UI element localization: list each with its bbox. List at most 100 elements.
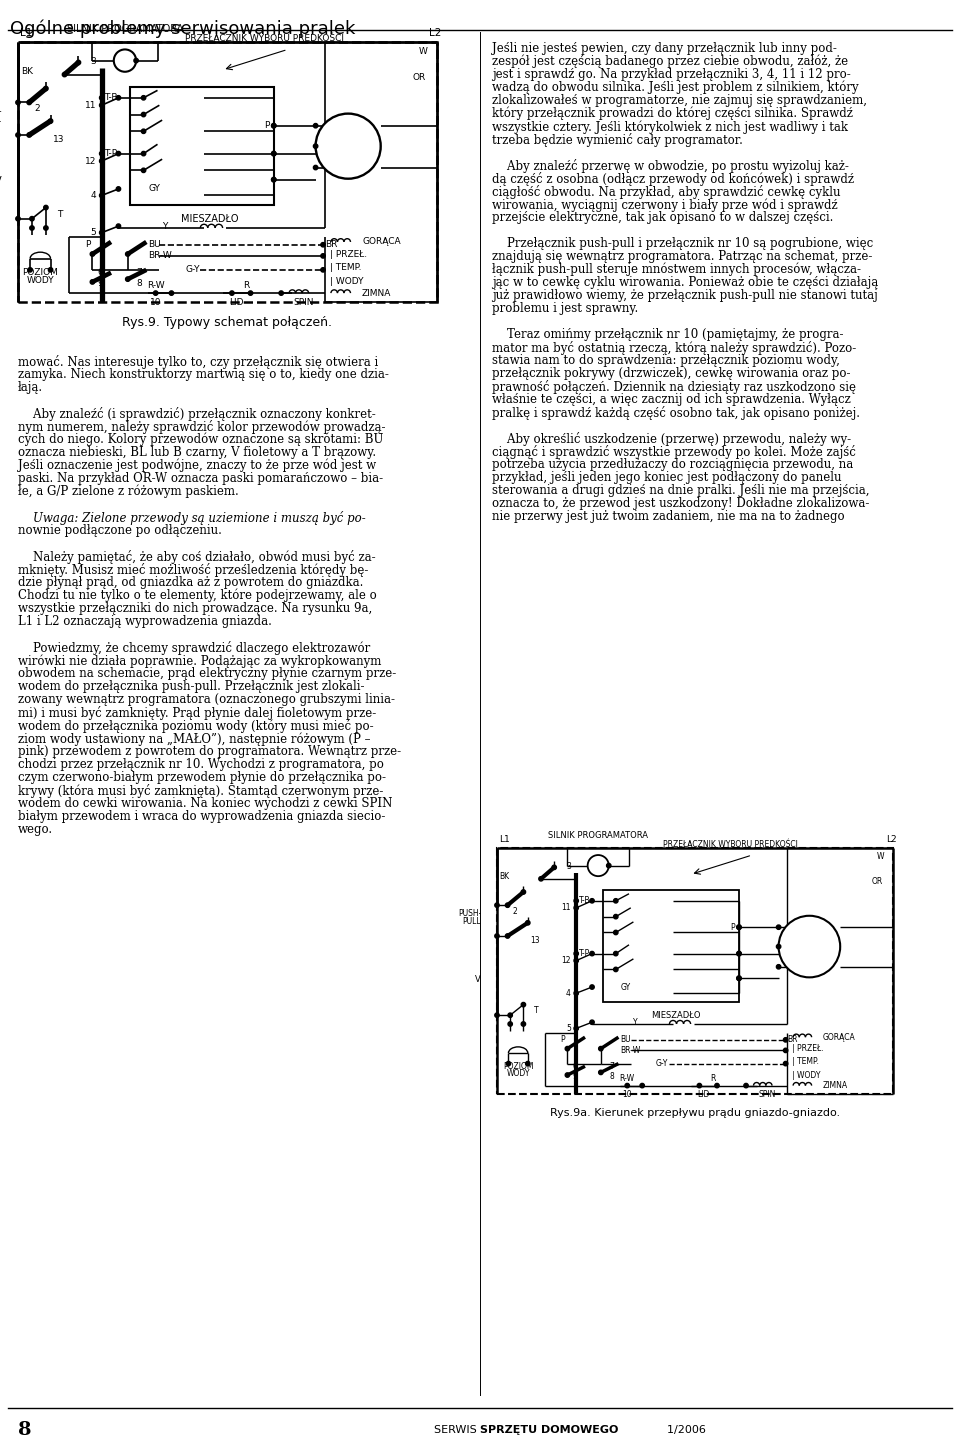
Text: 2: 2 xyxy=(513,907,517,916)
Text: T-B: T-B xyxy=(579,896,590,906)
Circle shape xyxy=(697,1083,702,1088)
Text: POZIOM: POZIOM xyxy=(22,268,59,278)
Text: SILNIK PROGRAMATORA: SILNIK PROGRAMATORA xyxy=(67,23,183,33)
Text: 3: 3 xyxy=(566,862,571,871)
Text: ZIMNA: ZIMNA xyxy=(362,288,392,298)
Circle shape xyxy=(494,1013,499,1018)
Circle shape xyxy=(48,119,53,124)
Text: dzie płynął prąd, od gniazdka aż z powrotem do gniazdka.: dzie płynął prąd, od gniazdka aż z powro… xyxy=(18,576,364,589)
Circle shape xyxy=(15,100,20,105)
Text: 8: 8 xyxy=(136,279,142,288)
Text: wszystkie przełączniki do nich prowadzące. Na rysunku 9a,: wszystkie przełączniki do nich prowadząc… xyxy=(18,602,372,615)
Text: BK: BK xyxy=(21,67,33,76)
Text: nym numerem, należy sprawdzić kolor przewodów prowadzą-: nym numerem, należy sprawdzić kolor prze… xyxy=(18,420,386,433)
Text: dą część z osobna (odłącz przewody od końcówek) i sprawdź: dą część z osobna (odłącz przewody od ko… xyxy=(492,172,854,186)
Circle shape xyxy=(76,60,81,64)
Circle shape xyxy=(521,890,526,894)
Text: mknięty. Musisz mieć możliwość prześledzenia którędy bę-: mknięty. Musisz mieć możliwość prześledz… xyxy=(18,563,369,577)
Text: łają.: łają. xyxy=(18,381,43,394)
Circle shape xyxy=(116,224,121,228)
Text: MIESZADŁO: MIESZADŁO xyxy=(651,1011,701,1019)
Text: paski. Na przykład OR-W oznacza paski pomarańczowo – bia-: paski. Na przykład OR-W oznacza paski po… xyxy=(18,473,383,486)
Text: Jeśli nie jesteś pewien, czy dany przełącznik lub inny pod-: Jeśli nie jesteś pewien, czy dany przełą… xyxy=(492,42,837,55)
Text: nie przerwy jest już twoim zadaniem, nie ma na to żadnego: nie przerwy jest już twoim zadaniem, nie… xyxy=(492,510,845,523)
Text: GY: GY xyxy=(148,185,160,193)
Text: | WODY: | WODY xyxy=(329,278,363,286)
Circle shape xyxy=(737,925,741,929)
Text: 4: 4 xyxy=(566,989,571,997)
Circle shape xyxy=(141,169,146,173)
Text: białym przewodem i wraca do wyprowadzenia gniazda siecio-: białym przewodem i wraca do wyprowadzeni… xyxy=(18,810,385,823)
Circle shape xyxy=(272,151,276,156)
Circle shape xyxy=(589,1021,594,1025)
Text: | PRZEŁ.: | PRZEŁ. xyxy=(329,250,367,259)
Circle shape xyxy=(737,925,741,929)
Text: BR: BR xyxy=(787,1035,798,1044)
Text: znajdują się wewnątrz programatora. Patrząc na schemat, prze-: znajdują się wewnątrz programatora. Patr… xyxy=(492,250,873,263)
Text: PUSH-: PUSH- xyxy=(0,108,1,116)
Text: OR: OR xyxy=(412,73,425,81)
Text: Ogólne problemy serwisowania pralek: Ogólne problemy serwisowania pralek xyxy=(10,20,355,38)
Circle shape xyxy=(116,186,121,190)
Circle shape xyxy=(625,1083,630,1088)
Circle shape xyxy=(589,984,594,989)
Circle shape xyxy=(613,967,618,971)
Bar xyxy=(130,87,274,205)
Text: P: P xyxy=(264,121,269,131)
Text: pink) przewodem z powrotem do programatora. Wewnątrz prze-: pink) przewodem z powrotem do programato… xyxy=(18,744,401,758)
Text: wszystkie cztery. Jeśli którykolwiek z nich jest wadliwy i tak: wszystkie cztery. Jeśli którykolwiek z n… xyxy=(492,121,848,134)
Circle shape xyxy=(599,1070,603,1075)
Circle shape xyxy=(613,951,618,955)
Text: W: W xyxy=(419,47,427,55)
Text: 6: 6 xyxy=(97,268,103,278)
Text: prawność połączeń. Dziennik na dziesiąty raz uszkodzono się: prawność połączeń. Dziennik na dziesiąty… xyxy=(492,379,856,394)
Circle shape xyxy=(313,166,318,170)
Text: mować. Nas interesuje tylko to, czy przełącznik się otwiera i: mować. Nas interesuje tylko to, czy prze… xyxy=(18,355,378,369)
Circle shape xyxy=(272,177,276,182)
Circle shape xyxy=(272,151,276,156)
Text: SILNIK: SILNIK xyxy=(334,141,363,151)
Circle shape xyxy=(613,915,618,919)
Circle shape xyxy=(27,100,32,105)
Circle shape xyxy=(715,1083,719,1088)
Text: MIESZADŁO: MIESZADŁO xyxy=(180,214,238,224)
Text: Należy pamiętać, że aby coś działało, obwód musi być za-: Należy pamiętać, że aby coś działało, ob… xyxy=(18,550,375,564)
Circle shape xyxy=(640,1083,644,1088)
Circle shape xyxy=(154,291,157,295)
Text: PULL: PULL xyxy=(0,115,1,124)
Circle shape xyxy=(574,899,578,903)
Text: 8: 8 xyxy=(18,1421,32,1439)
Circle shape xyxy=(589,899,594,903)
Text: WODY: WODY xyxy=(27,276,54,285)
Circle shape xyxy=(505,933,510,938)
Circle shape xyxy=(525,1061,530,1066)
Circle shape xyxy=(313,144,318,148)
Text: T: T xyxy=(534,1006,539,1015)
Circle shape xyxy=(116,96,121,100)
Text: 10: 10 xyxy=(622,1090,632,1099)
Circle shape xyxy=(133,58,138,63)
Text: R: R xyxy=(709,1075,715,1083)
Text: 8: 8 xyxy=(609,1072,613,1082)
Circle shape xyxy=(30,225,35,230)
Circle shape xyxy=(116,151,121,156)
Bar xyxy=(18,42,437,302)
Circle shape xyxy=(777,925,780,929)
Text: potrzeba użycia przedłużaczy do rozciągnięcia przewodu, na: potrzeba użycia przedłużaczy do rozciągn… xyxy=(492,458,853,471)
Circle shape xyxy=(321,268,325,272)
Text: SILNIK PROGRAMATORA: SILNIK PROGRAMATORA xyxy=(548,832,648,840)
Circle shape xyxy=(316,113,381,179)
Circle shape xyxy=(272,177,276,182)
Text: | TEMP.: | TEMP. xyxy=(792,1057,819,1066)
Text: przykład, jeśli jeden jego koniec jest podłączony do panelu: przykład, jeśli jeden jego koniec jest p… xyxy=(492,471,842,484)
Circle shape xyxy=(779,916,840,977)
Circle shape xyxy=(100,158,104,163)
Text: SERWIS: SERWIS xyxy=(434,1425,480,1435)
Text: wadzą do obwodu silnika. Jeśli jest problem z silnikiem, który: wadzą do obwodu silnika. Jeśli jest prob… xyxy=(492,81,858,95)
Text: Y: Y xyxy=(634,1018,638,1027)
Circle shape xyxy=(44,86,48,90)
Text: R: R xyxy=(243,281,249,291)
Text: PULL: PULL xyxy=(463,916,481,926)
Text: ZIMNA: ZIMNA xyxy=(823,1082,848,1090)
Circle shape xyxy=(737,976,741,980)
